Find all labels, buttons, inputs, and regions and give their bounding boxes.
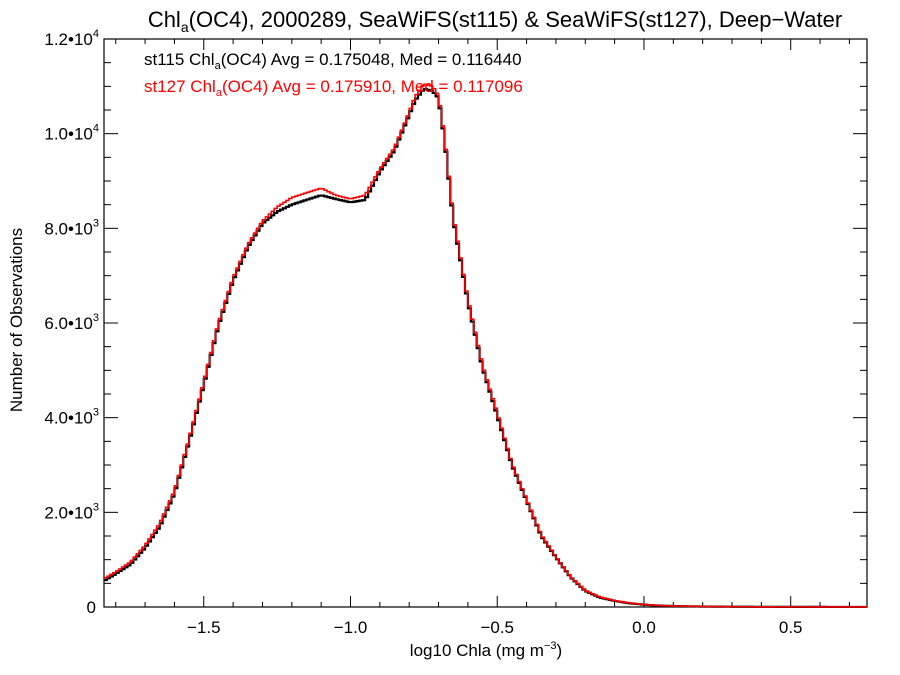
annotation-st115-post: (OC4) Avg = 0.175048, Med = 0.116440 xyxy=(221,50,522,69)
x-tick-label: 0.5 xyxy=(779,618,803,637)
y-tick-label: 4.0•103 xyxy=(44,407,99,428)
annotation-st115: st115 Chla(OC4) Avg = 0.175048, Med = 0.… xyxy=(144,50,522,72)
x-axis-label-sup: −3 xyxy=(544,640,557,652)
x-tick-label: −1.0 xyxy=(334,618,368,637)
annotation-st127-sub: a xyxy=(216,87,223,99)
x-axis-label-close: ) xyxy=(557,641,563,660)
x-tick-label: −0.5 xyxy=(480,618,514,637)
chart-title: Chla(OC4), 2000289, SeaWiFS(st115) & Sea… xyxy=(148,7,842,35)
chart-title-main: Chl xyxy=(148,7,181,32)
y-tick-label: 1.0•104 xyxy=(44,123,99,144)
annotation-st115-pre: st115 Chl xyxy=(144,50,215,69)
annotation-st127-pre: st127 Chl xyxy=(144,77,216,96)
y-tick-label: 8.0•103 xyxy=(44,217,99,238)
x-axis-label: log10 Chla (mg m−3) xyxy=(410,640,562,660)
chart-title-rest: (OC4), 2000289, SeaWiFS(st115) & SeaWiFS… xyxy=(189,7,843,32)
series-line-st127 xyxy=(104,83,867,608)
x-tick-label: −1.5 xyxy=(187,618,221,637)
annotation-st127: st127 Chla(OC4) Avg = 0.175910, Med = 0.… xyxy=(144,77,523,99)
y-tick-label: 6.0•103 xyxy=(44,312,99,333)
annotation-st127-post: (OC4) Avg = 0.175910, Med = 0.117096 xyxy=(222,77,523,96)
y-tick-label: 2.0•103 xyxy=(44,501,99,522)
annotation-st115-sub: a xyxy=(215,60,222,72)
y-tick-label: 1.2•104 xyxy=(44,28,99,49)
series-line-st115 xyxy=(104,87,867,609)
chart-title-sub: a xyxy=(181,19,189,35)
y-tick-label: 0 xyxy=(87,598,96,617)
x-tick-label: 0.0 xyxy=(632,618,656,637)
y-axis-label: Number of Observations xyxy=(7,228,26,412)
x-axis-label-main: log10 Chla (mg m xyxy=(410,641,544,660)
plot-area: −1.5 −1.0 −0.5 0.0 0.5 0 2.0•103 4.0•103 6.0•103… xyxy=(44,28,868,637)
